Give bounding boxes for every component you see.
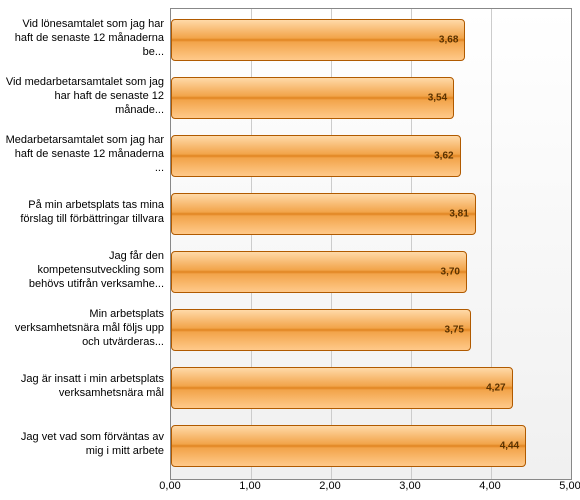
bar: 3,54 [171,77,454,119]
x-axis-tick-label: 2,00 [319,480,340,492]
bar-value-label: 3,70 [441,267,460,278]
category-label: Min arbetsplats verksamhetsnära mål följ… [4,300,164,358]
bar: 3,70 [171,251,467,293]
bar-slot: 3,75 [171,301,571,359]
bar: 3,75 [171,309,471,351]
bar-slot: 3,62 [171,127,571,185]
bar: 3,62 [171,135,461,177]
category-label: Medarbetarsamtalet som jag har haft de s… [4,126,164,184]
bar-slot: 3,68 [171,11,571,69]
bar-slot: 3,70 [171,243,571,301]
plot-area: 3,68 3,54 3,62 3,81 3,70 3,75 4,27 4,44 [170,8,572,480]
x-axis-tick-label: 5,00 [559,480,580,492]
category-label: På min arbetsplats tas mina förslag till… [4,184,164,242]
bar-value-label: 4,27 [486,383,505,394]
bar-slot: 3,54 [171,69,571,127]
category-label: Jag får den kompetensutveckling som behö… [4,242,164,300]
category-label: Jag är insatt i min arbetsplats verksamh… [4,358,164,416]
category-label: Vid medarbetarsamtalet som jag har haft … [4,68,164,126]
bar-value-label: 3,75 [445,325,464,336]
bar: 4,44 [171,425,526,467]
x-axis-tick-label: 3,00 [399,480,420,492]
bar: 3,68 [171,19,465,61]
horizontal-bar-chart: 3,68 3,54 3,62 3,81 3,70 3,75 4,27 4,44 Vid lön… [0,0,580,500]
bar: 3,81 [171,193,476,235]
category-label: Jag vet vad som förväntas av mig i mitt … [4,416,164,474]
bar-value-label: 4,44 [500,441,519,452]
x-axis-tick-label: 0,00 [159,480,180,492]
bar-value-label: 3,62 [434,151,453,162]
bar-slot: 3,81 [171,185,571,243]
bar-value-label: 3,68 [439,35,458,46]
bar-value-label: 3,54 [428,93,447,104]
bar-slot: 4,44 [171,417,571,475]
bar-slot: 4,27 [171,359,571,417]
bar-value-label: 3,81 [449,209,468,220]
category-label: Vid lönesamtalet som jag har haft de sen… [4,10,164,68]
bar: 4,27 [171,367,513,409]
x-axis-tick-label: 4,00 [479,480,500,492]
x-axis-tick-label: 1,00 [239,480,260,492]
